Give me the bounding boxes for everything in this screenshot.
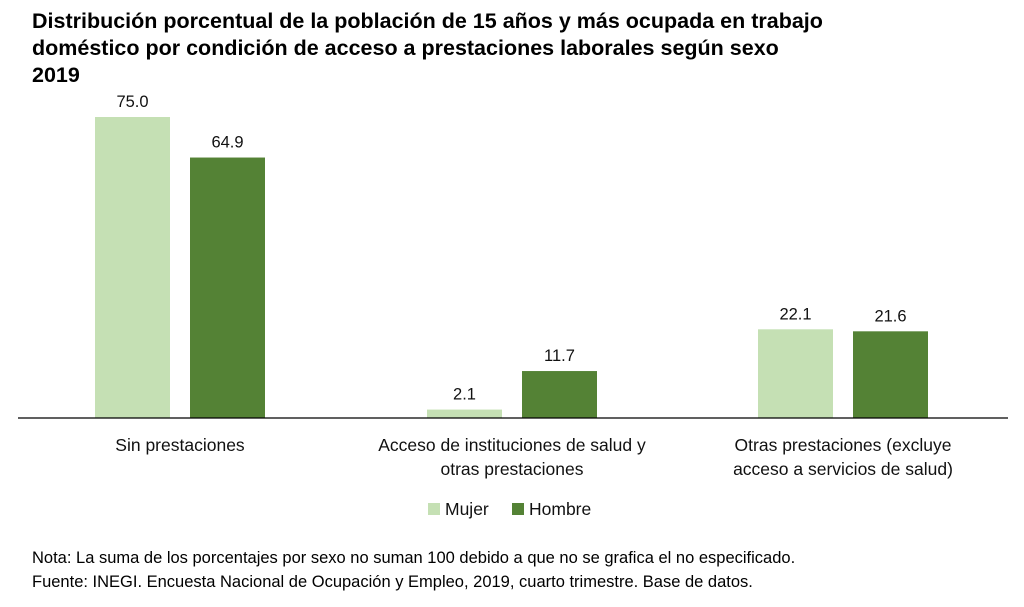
chart-title-line-1: Distribución porcentual de la población … (32, 9, 823, 33)
bar-mujer-1 (427, 409, 502, 418)
bar-hombre-2 (853, 331, 928, 418)
category-label-1-line-1: otras prestaciones (441, 459, 584, 479)
bar-hombre-1 (522, 371, 597, 418)
source-text: Fuente: INEGI. Encuesta Nacional de Ocup… (32, 573, 753, 591)
category-label-0-line-0: Sin prestaciones (115, 435, 245, 455)
category-label-1-line-0: Acceso de instituciones de salud y (378, 435, 646, 455)
category-label-2-line-0: Otras prestaciones (excluye (735, 435, 952, 455)
chart-title: Distribución porcentual de la población … (32, 8, 992, 89)
bars-group (95, 117, 928, 418)
footnotes: Nota: La suma de los porcentajes por sex… (32, 546, 795, 594)
note-text: Nota: La suma de los porcentajes por sex… (32, 549, 796, 567)
legend-swatch-hombre (512, 503, 524, 515)
chart-title-line-2: doméstico por condición de acceso a pres… (32, 36, 779, 60)
value-label-mujer-2: 22.1 (779, 305, 811, 323)
value-label-mujer-1: 2.1 (453, 386, 476, 404)
value-label-hombre-1: 11.7 (544, 347, 575, 365)
value-label-hombre-2: 21.6 (874, 307, 906, 325)
bar-chart: 75.0 64.9 2.1 11.7 22.1 21.6 Sin prestaciones… (18, 93, 1008, 519)
legend-swatch-mujer (428, 503, 440, 515)
value-label-mujer-0: 75.0 (116, 93, 148, 111)
category-label-2-line-1: acceso a servicios de salud) (733, 459, 953, 479)
category-labels-group: Sin prestaciones Acceso de instituciones … (115, 435, 953, 479)
bar-hombre-0 (190, 157, 265, 418)
legend-label-hombre: Hombre (529, 499, 591, 519)
bar-mujer-2 (758, 329, 833, 418)
legend: Mujer Hombre (428, 499, 591, 519)
bar-mujer-0 (95, 117, 170, 418)
chart-title-line-3: 2019 (32, 63, 80, 87)
value-labels-group: 75.0 64.9 2.1 11.7 22.1 21.6 (116, 93, 906, 404)
value-label-hombre-0: 64.9 (211, 134, 243, 152)
legend-label-mujer: Mujer (445, 499, 489, 519)
